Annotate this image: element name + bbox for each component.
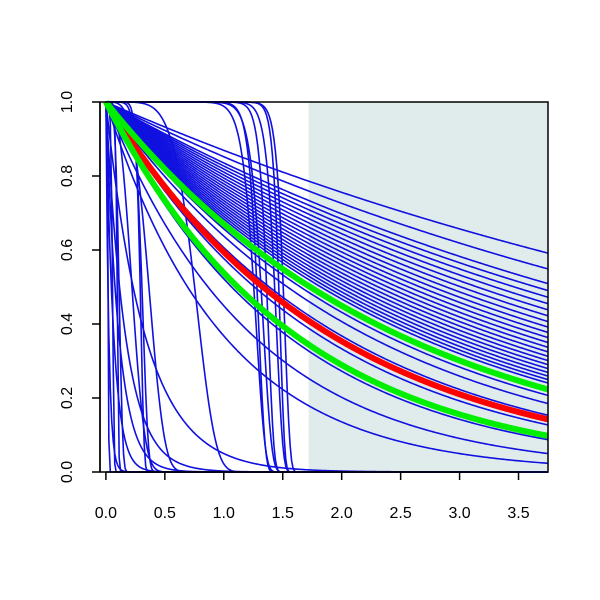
blue-curve	[105, 101, 549, 311]
blue-curve	[105, 101, 549, 358]
blue-curve	[105, 101, 549, 455]
red-curve	[103, 100, 549, 423]
green-curve	[103, 100, 549, 393]
blue-curve	[105, 101, 549, 334]
blue-curve	[105, 101, 549, 292]
blue-curve	[105, 101, 549, 298]
blue-curve	[105, 101, 549, 426]
x-axis: 0.0 0.5 1.0 1.5 2.0 2.5 3.0 3.5	[95, 471, 530, 522]
blue-curve	[105, 101, 549, 305]
y-tick-label: 0.8	[59, 165, 76, 187]
x-tick-label: 0.5	[154, 505, 176, 522]
highlighted-curve-group	[103, 100, 549, 439]
blue-curve	[105, 101, 549, 254]
blue-curve	[105, 101, 549, 353]
blue-curve	[105, 101, 549, 323]
blue-curve	[105, 101, 549, 285]
y-tick-label: 1.0	[59, 91, 76, 113]
blue-curve	[105, 101, 549, 370]
x-tick-label: 3.5	[507, 505, 529, 522]
blue-curve	[105, 101, 549, 339]
x-tick-label: 1.0	[213, 505, 235, 522]
y-tick-label: 0.0	[59, 461, 76, 483]
x-tick-label: 0.0	[95, 505, 117, 522]
x-tick-label: 3.0	[448, 505, 470, 522]
y-tick-label: 0.6	[59, 239, 76, 261]
blue-curve	[105, 101, 549, 328]
y-tick-label: 0.2	[59, 387, 76, 409]
blue-curve	[105, 101, 549, 366]
x-tick-label: 2.5	[390, 505, 412, 522]
blue-curve	[105, 101, 549, 270]
y-tick-label: 0.4	[59, 313, 76, 335]
blue-curve	[105, 101, 549, 317]
green-curve	[103, 100, 549, 439]
blue-curve	[105, 101, 549, 465]
blue-curve	[105, 101, 549, 405]
blue-curve	[105, 101, 549, 362]
x-tick-label: 1.5	[272, 505, 294, 522]
blue-curve	[105, 101, 549, 344]
x-tick-label: 2.0	[331, 505, 353, 522]
y-axis: 0.0 0.2 0.4 0.6 0.8 1.0	[59, 91, 101, 483]
blue-curve	[105, 101, 549, 349]
